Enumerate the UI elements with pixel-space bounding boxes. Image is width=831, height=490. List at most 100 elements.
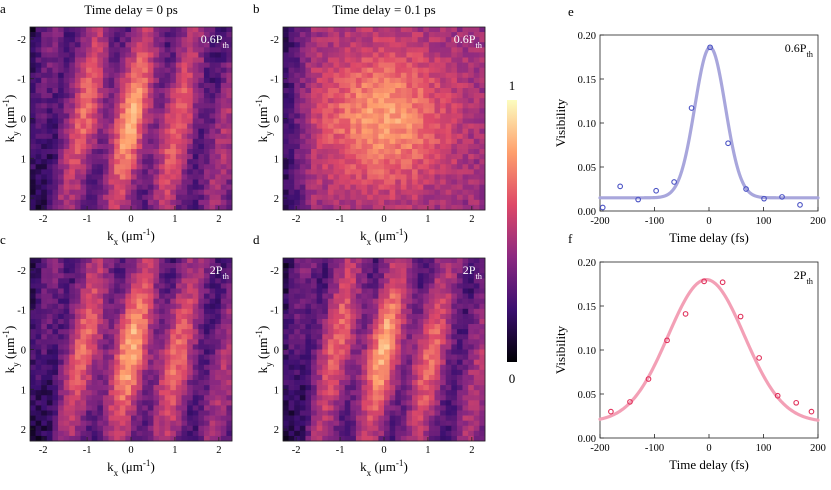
y-tick-label: -1	[270, 306, 279, 317]
y-tick-label: 2	[274, 425, 279, 436]
x-tick-label: -2	[292, 445, 301, 456]
y-tick-label: 0	[21, 115, 26, 126]
x-tick-label: 2	[216, 445, 221, 456]
x-tick-label: 0	[706, 216, 711, 227]
x-tick-label: -200	[590, 443, 609, 454]
power-label: 0.6Pth	[454, 32, 483, 50]
colorbar: 10	[507, 78, 517, 386]
x-tick-label: -1	[336, 214, 345, 225]
colorbar-min-label: 0	[509, 371, 516, 386]
y-tick-label: -1	[270, 75, 279, 86]
heatmap-panel-d: -2 -1 0 1 2 -2 -1 0 1 2 kx (μm-1) ky (μm-1) d 2Pth	[253, 232, 486, 478]
x-tick-label: 200	[810, 216, 826, 227]
panel-letter: f	[568, 231, 573, 246]
y-axis-label: ky (μm-1)	[1, 326, 21, 374]
fit-curve	[598, 278, 820, 422]
fit-curve	[598, 45, 820, 200]
y-tick-label: -1	[17, 306, 26, 317]
y-tick-label: 0	[21, 346, 26, 357]
x-tick-label: 1	[172, 445, 177, 456]
y-tick-label: 0.20	[578, 31, 596, 42]
data-point	[743, 186, 749, 192]
x-tick-label: -2	[292, 214, 301, 225]
data-point	[645, 376, 652, 382]
y-tick-label: 0.20	[578, 258, 596, 269]
y-tick-label: 1	[21, 385, 26, 396]
x-tick-label: 1	[425, 445, 430, 456]
y-tick-label: 0.15	[578, 75, 596, 86]
y-axis-label: Visibility	[553, 325, 568, 374]
y-axis-label: ky (μm-1)	[1, 95, 21, 143]
data-point	[779, 194, 785, 200]
data-point	[808, 408, 815, 415]
y-axis-label: ky (μm-1)	[254, 95, 274, 143]
x-tick-label: 0	[381, 445, 386, 456]
x-axis-label: kx (μm-1)	[107, 227, 155, 247]
heatmap-panel-b: -2 -1 0 1 2 -2 -1 0 1 2 kx (μm-1) ky (μm-1) b Time de…	[253, 1, 486, 247]
data-point	[756, 355, 762, 361]
y-axis-label: Visibility	[553, 98, 568, 147]
x-tick-label: 2	[469, 214, 474, 225]
data-point	[761, 195, 767, 202]
y-tick-label: 0	[274, 346, 279, 357]
data-point	[797, 201, 803, 208]
x-tick-label: 1	[425, 214, 430, 225]
y-tick-label: 2	[21, 194, 26, 205]
data-point	[774, 392, 781, 399]
chart-panel-e: -200 -100 0 100 200 0.00 0.05 0.10 0.15 0.20 Time …	[553, 4, 826, 245]
data-point	[701, 278, 707, 285]
panel-title: Time delay = 0.1 ps	[332, 2, 435, 17]
x-axis-label: kx (μm-1)	[360, 227, 408, 247]
x-axis-label: Time delay (fs)	[669, 457, 749, 472]
data-point	[707, 44, 713, 51]
colorbar-gradient	[507, 100, 517, 362]
y-tick-label: 0.15	[578, 302, 596, 313]
x-axis-label: kx (μm-1)	[107, 458, 155, 478]
y-tick-label: 2	[21, 425, 26, 436]
y-tick-label: 0.10	[578, 119, 596, 130]
data-point	[608, 408, 614, 415]
power-label: 2Pth	[463, 263, 483, 281]
x-tick-label: -1	[336, 445, 345, 456]
data-point	[688, 105, 695, 111]
y-tick-label: -2	[270, 266, 279, 277]
data-point	[737, 313, 744, 320]
x-tick-label: -100	[645, 216, 664, 227]
data-point	[599, 204, 606, 211]
x-tick-label: 0	[128, 445, 133, 456]
x-tick-label: 100	[756, 443, 772, 454]
x-axis-label: kx (μm-1)	[360, 458, 408, 478]
y-tick-label: -2	[17, 266, 26, 277]
y-tick-label: 0.00	[578, 207, 596, 218]
power-label: 0.6Pth	[785, 41, 814, 59]
panel-title: Time delay = 0 ps	[84, 2, 178, 17]
y-tick-label: 2	[274, 194, 279, 205]
x-tick-label: -2	[39, 214, 48, 225]
data-point	[725, 140, 731, 147]
panel-letter: c	[0, 232, 6, 247]
y-tick-label: 0.05	[578, 163, 596, 174]
x-tick-label: 0	[381, 214, 386, 225]
data-point	[664, 337, 670, 344]
x-tick-label: 2	[469, 445, 474, 456]
data-point	[617, 183, 624, 190]
y-tick-label: 0.10	[578, 346, 596, 357]
data-point	[671, 179, 677, 185]
y-tick-label: 1	[274, 154, 279, 165]
x-tick-label: 2	[216, 214, 221, 225]
data-point	[682, 311, 689, 317]
x-tick-label: 1	[172, 214, 177, 225]
y-tick-label: 0.05	[578, 390, 596, 401]
x-tick-label: -1	[83, 214, 92, 225]
colorbar-max-label: 1	[509, 78, 516, 93]
plot-frame	[599, 34, 819, 212]
x-tick-label: 200	[810, 443, 826, 454]
x-axis-label: Time delay (fs)	[669, 230, 749, 245]
power-label: 2Pth	[794, 268, 814, 286]
data-point	[793, 399, 800, 406]
x-tick-label: 0	[706, 443, 711, 454]
panel-letter: a	[0, 1, 6, 16]
plot-frame	[599, 261, 819, 439]
data-point	[653, 187, 659, 194]
